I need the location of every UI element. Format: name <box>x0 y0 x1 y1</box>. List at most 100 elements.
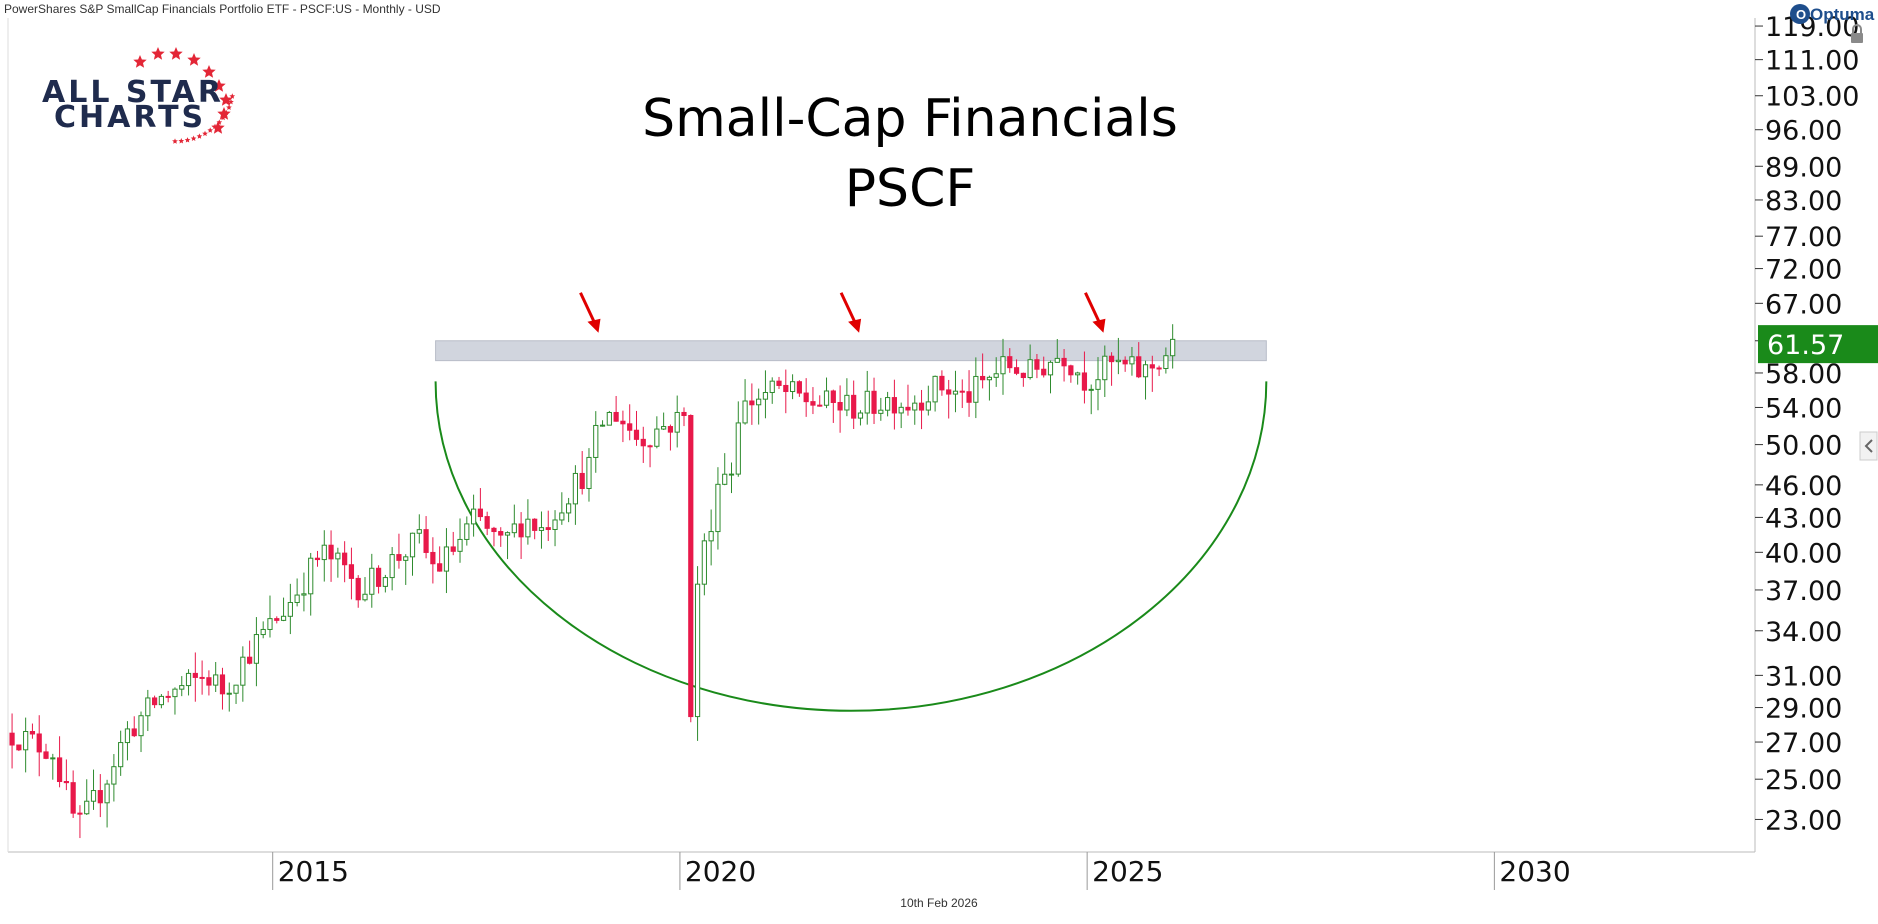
candle-body <box>165 695 171 698</box>
all-star-charts-logo: ALL STAR CHARTS <box>42 47 236 144</box>
candle-body <box>1115 359 1121 363</box>
candle-body <box>335 552 341 560</box>
chart-title: Small-Cap Financials <box>642 89 1178 149</box>
candle-body <box>43 751 49 759</box>
candle-body <box>443 546 450 572</box>
candle-body <box>1142 364 1149 378</box>
candle-body <box>491 527 497 533</box>
candle-body <box>1041 368 1047 376</box>
svg-text:61.57: 61.57 <box>1767 330 1844 361</box>
candle-body <box>613 411 619 422</box>
x-tick-label: 2030 <box>1499 855 1570 888</box>
candle-body <box>226 692 232 695</box>
candle-body <box>403 556 409 561</box>
x-axis: 2015 2020 2025 2030 <box>272 852 1571 890</box>
y-tick-label: 23.00 <box>1765 805 1842 836</box>
plot-frame <box>7 18 1756 853</box>
x-tick-label: 2025 <box>1092 855 1163 888</box>
candle-body <box>219 674 226 695</box>
y-tick-label: 83.00 <box>1765 186 1842 217</box>
candle-body <box>1129 356 1135 365</box>
optuma-brand: O Optuma <box>1790 4 1875 24</box>
candle-body <box>1061 357 1067 367</box>
candle-body <box>267 618 273 630</box>
candle-body <box>918 402 925 411</box>
candle-body <box>851 394 857 419</box>
candle-body <box>247 656 253 664</box>
candle-body <box>606 411 612 426</box>
candle-body <box>532 518 538 531</box>
candle-body <box>959 390 965 393</box>
candle-body <box>70 782 76 814</box>
candle-body <box>620 420 626 425</box>
candle-body <box>932 375 938 403</box>
candle-body <box>1068 365 1074 376</box>
candle-body <box>1149 364 1155 369</box>
candle-body <box>77 812 83 815</box>
resistance-arrow-icon <box>1084 292 1106 333</box>
candle-body <box>681 411 687 417</box>
candle-body <box>138 715 144 737</box>
candle-body <box>776 380 782 386</box>
candle-body <box>498 531 504 536</box>
resistance-band-layer <box>435 340 1267 362</box>
candle-body <box>145 697 151 717</box>
candle-body <box>762 392 769 400</box>
candle-body <box>199 676 205 679</box>
candle-body <box>980 375 986 381</box>
candle-body <box>667 426 674 433</box>
y-tick-label: 27.00 <box>1765 728 1842 759</box>
candle-body <box>389 554 395 579</box>
candle-body <box>423 529 429 553</box>
candle-body <box>23 731 29 751</box>
optuma-logo-glyph: O <box>1796 7 1806 22</box>
candle-body <box>559 512 565 521</box>
y-tick-label: 29.00 <box>1765 694 1842 725</box>
lock-icon[interactable] <box>1851 24 1863 43</box>
candle-body <box>593 424 599 458</box>
y-tick-label: 43.00 <box>1765 503 1842 534</box>
candle-body <box>355 577 361 601</box>
candle-body <box>104 783 110 804</box>
logo-line1: ALL STAR <box>42 75 224 110</box>
candle-body <box>701 540 707 585</box>
candle-body <box>172 688 178 698</box>
y-tick-label: 103.00 <box>1765 82 1859 113</box>
candle-body <box>1054 357 1060 363</box>
y-tick-label: 58.00 <box>1765 359 1842 390</box>
resistance-arrow-icon <box>839 292 862 333</box>
candle-body <box>830 390 836 403</box>
candle-body <box>735 422 741 475</box>
candle-body <box>348 564 355 579</box>
resistance-band <box>435 340 1267 362</box>
candle-body <box>552 519 558 530</box>
resistance-arrow-icon <box>579 292 601 333</box>
candle-body <box>538 527 545 531</box>
candle-body <box>891 397 897 414</box>
candle-body <box>1081 372 1088 391</box>
candle-body <box>837 401 843 411</box>
candle-body <box>844 394 850 411</box>
candle-body <box>328 544 334 560</box>
candle-body <box>131 728 137 737</box>
candle-body <box>457 538 463 552</box>
y-tick-label: 96.00 <box>1765 116 1842 147</box>
x-tick-label: 2020 <box>685 855 756 888</box>
candle-body <box>369 567 375 595</box>
candle-body <box>993 373 999 378</box>
candle-body <box>579 472 585 489</box>
candle-body <box>90 790 97 802</box>
y-tick-label: 72.00 <box>1765 255 1842 286</box>
candle-body <box>158 695 164 706</box>
y-tick-label: 77.00 <box>1765 222 1842 253</box>
candle-body <box>898 406 904 414</box>
candle-body <box>1163 355 1169 370</box>
candle-body <box>742 400 748 424</box>
candle-body <box>50 757 56 760</box>
candles-layer <box>9 324 1176 839</box>
collapse-panel-icon[interactable] <box>1859 431 1878 461</box>
candle-body <box>1027 359 1033 379</box>
candle-body <box>823 390 830 406</box>
candle-body <box>627 423 633 431</box>
